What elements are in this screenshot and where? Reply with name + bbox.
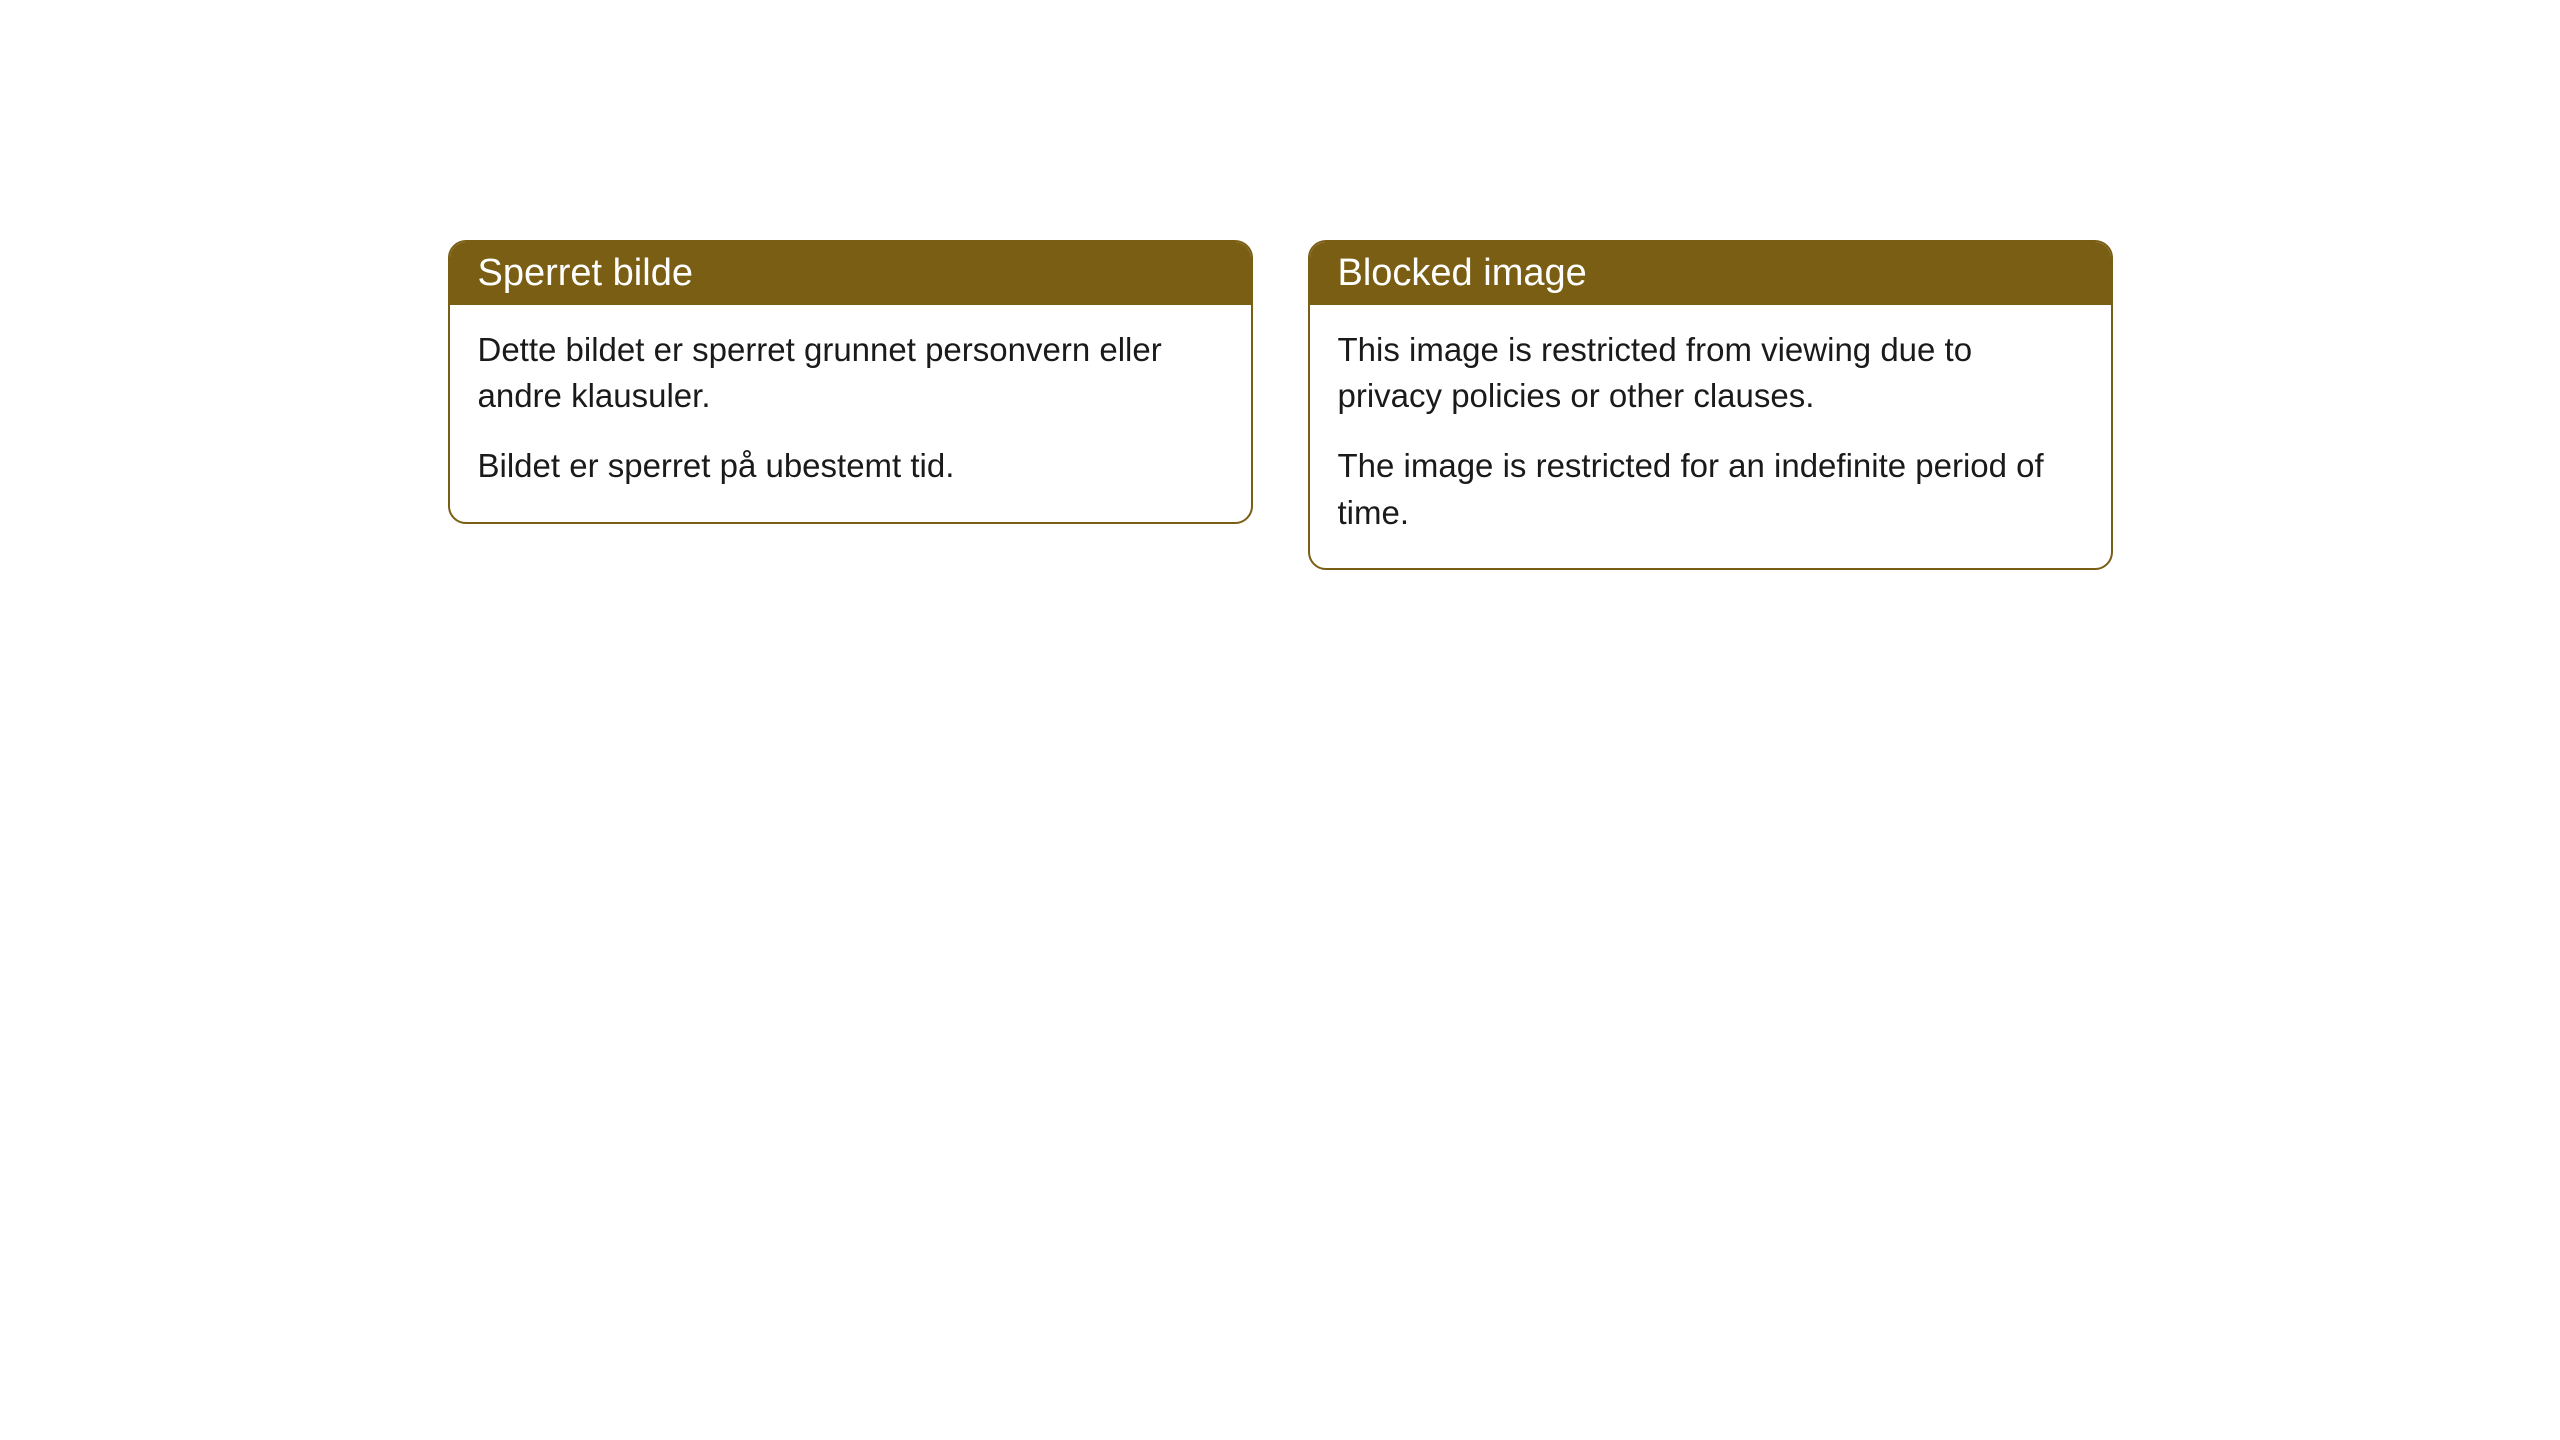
card-paragraph: Dette bildet er sperret grunnet personve… bbox=[478, 327, 1223, 419]
card-paragraph: The image is restricted for an indefinit… bbox=[1338, 443, 2083, 535]
card-body-norwegian: Dette bildet er sperret grunnet personve… bbox=[450, 305, 1251, 522]
card-english: Blocked image This image is restricted f… bbox=[1308, 240, 2113, 570]
card-header-norwegian: Sperret bilde bbox=[450, 242, 1251, 305]
card-paragraph: This image is restricted from viewing du… bbox=[1338, 327, 2083, 419]
card-paragraph: Bildet er sperret på ubestemt tid. bbox=[478, 443, 1223, 489]
card-body-english: This image is restricted from viewing du… bbox=[1310, 305, 2111, 568]
card-header-english: Blocked image bbox=[1310, 242, 2111, 305]
card-title: Sperret bilde bbox=[478, 252, 693, 294]
card-norwegian: Sperret bilde Dette bildet er sperret gr… bbox=[448, 240, 1253, 524]
cards-container: Sperret bilde Dette bildet er sperret gr… bbox=[448, 240, 2113, 1440]
card-title: Blocked image bbox=[1338, 252, 1587, 294]
